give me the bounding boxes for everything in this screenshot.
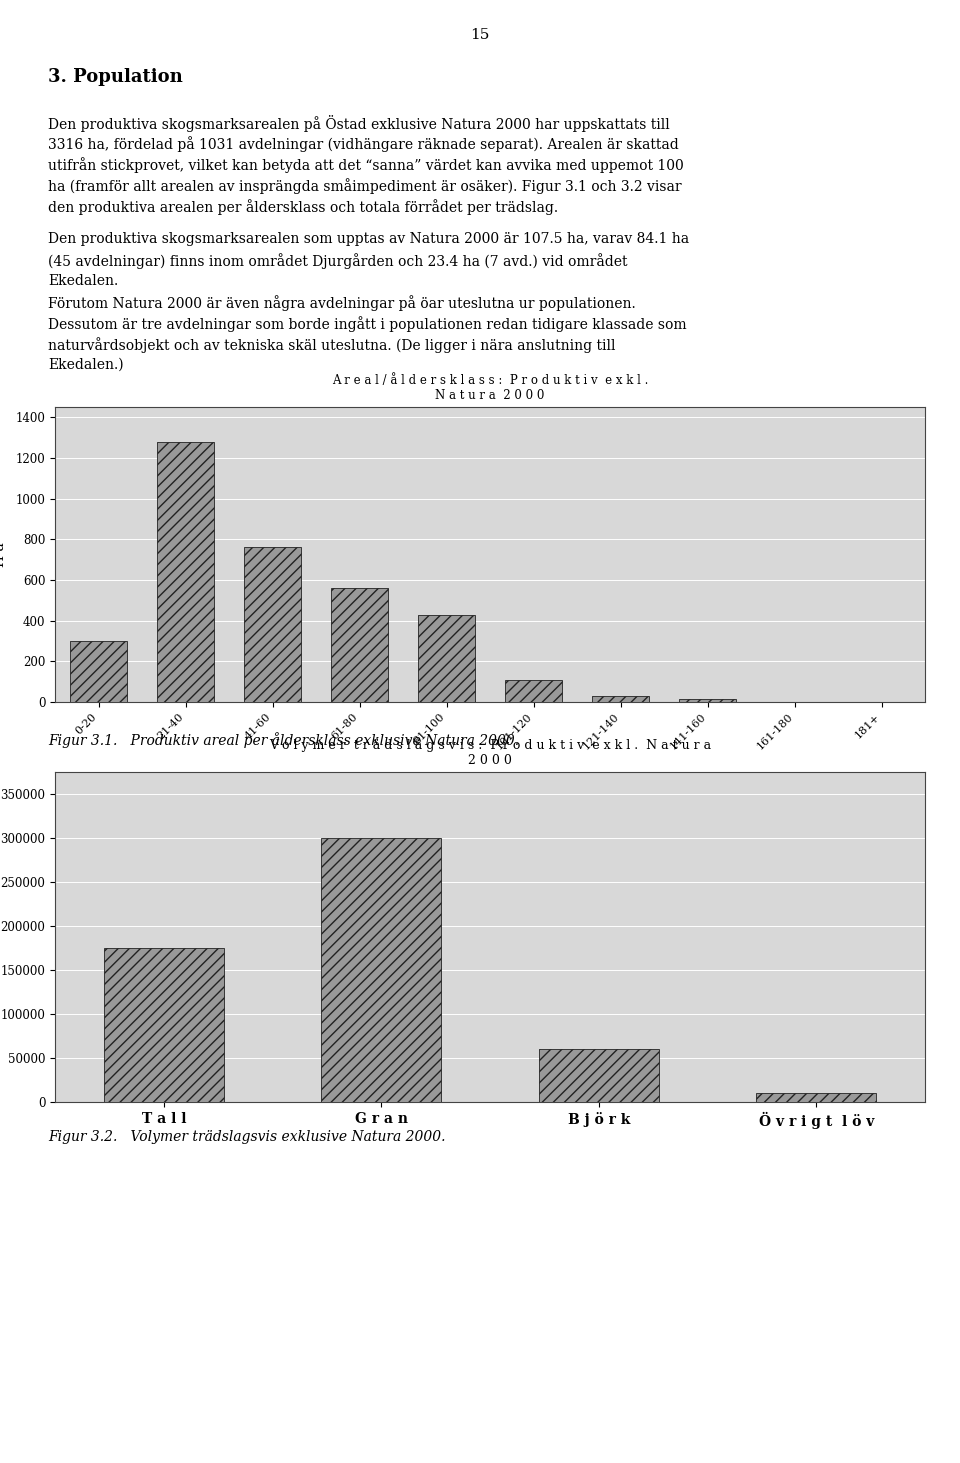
Bar (505, 680, 562, 702)
Text: naturvårdsobjekt och av tekniska skäl uteslutna. (De ligger i nära anslutning ti: naturvårdsobjekt och av tekniska skäl ut… (48, 336, 615, 353)
Bar (539, 1049, 659, 1102)
Bar (592, 696, 649, 702)
Text: 3. Population: 3. Population (48, 67, 182, 86)
Text: 3316 ha, fördelad på 1031 avdelningar (vidhängare räknade separat). Arealen är s: 3316 ha, fördelad på 1031 avdelningar (v… (48, 136, 679, 152)
Text: Ekedalen.): Ekedalen.) (48, 358, 124, 372)
Bar (680, 699, 735, 702)
Text: 15: 15 (470, 28, 490, 42)
Title: V o l y m e r  t r ä d s l a g s v i s :  P r o d u k t i v  e x k l .  N a t u : V o l y m e r t r ä d s l a g s v i s : … (269, 739, 711, 767)
Text: ha (framför allt arealen av insprängda småimpediment är osäker). Figur 3.1 och 3: ha (framför allt arealen av insprängda s… (48, 178, 682, 195)
Text: Förutom Natura 2000 är även några avdelningar på öar uteslutna ur populationen.: Förutom Natura 2000 är även några avdeln… (48, 296, 636, 310)
Text: Den produktiva skogsmarksarealen som upptas av Natura 2000 är 107.5 ha, varav 84: Den produktiva skogsmarksarealen som upp… (48, 233, 689, 246)
Text: Dessutom är tre avdelningar som borde ingått i populationen redan tidigare klass: Dessutom är tre avdelningar som borde in… (48, 316, 686, 332)
Bar (244, 547, 300, 702)
Text: Den produktiva skogsmarksarealen på Östad exklusive Natura 2000 har uppskattats : Den produktiva skogsmarksarealen på Östa… (48, 116, 670, 132)
Bar (331, 588, 388, 702)
Title: A r e a l / å l d e r s k l a s s :  P r o d u k t i v  e x k l .
N a t u r a  2: A r e a l / å l d e r s k l a s s : P r … (332, 373, 648, 402)
Text: den produktiva arealen per åldersklass och totala förrådet per trädslag.: den produktiva arealen per åldersklass o… (48, 199, 558, 215)
Bar (157, 442, 214, 702)
Bar (70, 641, 127, 702)
Bar (104, 948, 224, 1102)
Text: Figur 3.2.   Volymer trädslagsvis exklusive Natura 2000.: Figur 3.2. Volymer trädslagsvis exklusiv… (48, 1129, 445, 1144)
Text: Ekedalen.: Ekedalen. (48, 274, 118, 288)
Bar (756, 1093, 876, 1102)
Bar (419, 614, 475, 702)
Text: utifrån stickprovet, vilket kan betyda att det “sanna” värdet kan avvika med upp: utifrån stickprovet, vilket kan betyda a… (48, 157, 684, 173)
Y-axis label: H a: H a (0, 543, 7, 566)
Bar (322, 838, 441, 1102)
Text: Figur 3.1.   Produktiv areal per åldersklass exklusive Natura 2000.: Figur 3.1. Produktiv areal per ålderskla… (48, 732, 519, 748)
Text: (45 avdelningar) finns inom området Djurgården och 23.4 ha (7 avd.) vid området: (45 avdelningar) finns inom området Djur… (48, 253, 628, 269)
